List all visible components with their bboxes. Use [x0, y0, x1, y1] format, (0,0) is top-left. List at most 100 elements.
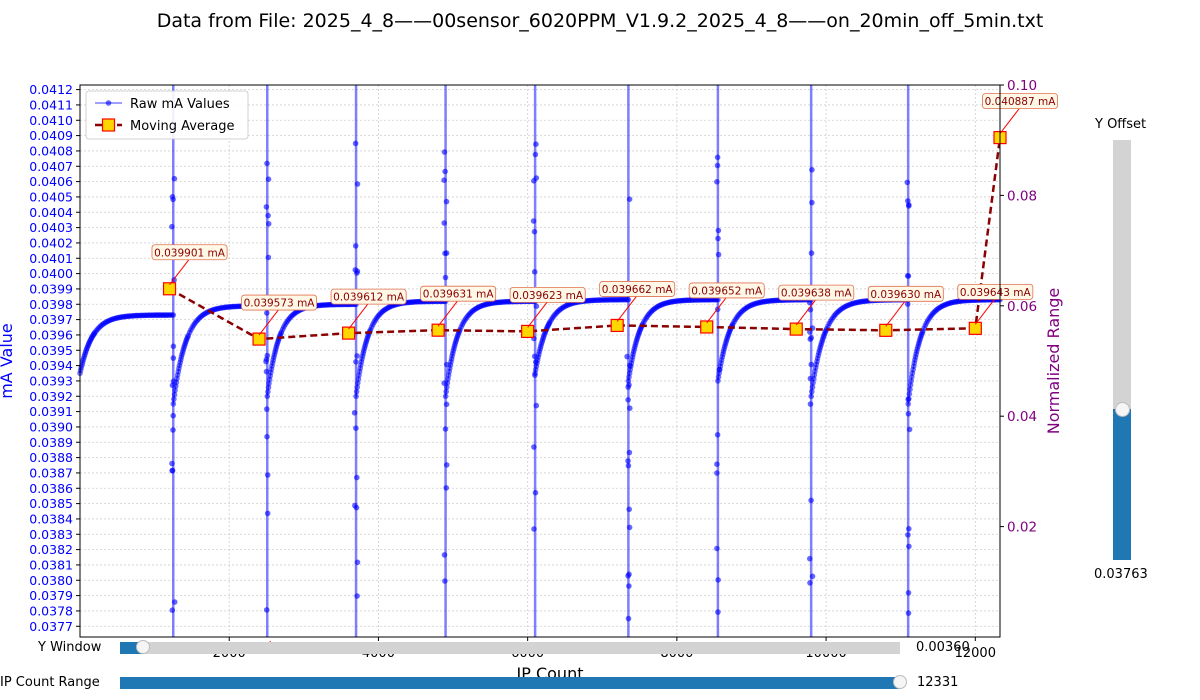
raw-outlier-point — [265, 176, 272, 182]
raw-series-line — [534, 299, 629, 374]
y-tick-label: 0.0409 — [29, 128, 73, 143]
raw-outlier-point — [352, 140, 359, 147]
raw-outlier-point — [264, 160, 270, 167]
raw-series-line — [717, 299, 812, 381]
annotation-arrow — [795, 298, 817, 326]
y-tick-label: 0.0408 — [29, 143, 73, 158]
raw-outlier-point — [169, 467, 176, 474]
annotation-box — [688, 282, 765, 299]
annotation-arrow — [437, 299, 459, 327]
raw-outlier-point — [624, 353, 630, 360]
y-window-slider-handle[interactable] — [136, 640, 151, 654]
y-window-label: Y Window — [38, 640, 102, 655]
raw-outlier-point — [532, 151, 539, 158]
annotation-label: 0.039631 mA — [423, 289, 495, 301]
raw-outlier-point — [353, 425, 359, 432]
annotation-arrow — [169, 258, 190, 286]
ip-count-range-slider-handle[interactable] — [893, 675, 907, 689]
raw-outlier-point — [442, 426, 449, 432]
y-offset-label: Y Offset — [1095, 117, 1147, 132]
raw-outlier-point — [809, 167, 815, 173]
y-tick-label: 0.0403 — [29, 220, 73, 235]
raw-outlier-point — [443, 462, 450, 468]
y-tick-label: 0.0382 — [29, 542, 73, 557]
y-tick-label: 0.0404 — [29, 205, 73, 220]
raw-outlier-point — [715, 251, 722, 258]
raw-outlier-point — [264, 510, 271, 517]
raw-outlier-point — [625, 397, 631, 403]
raw-outlier-point — [169, 223, 175, 230]
ip-count-range-slider[interactable] — [120, 675, 907, 689]
raw-outlier-point — [441, 149, 448, 155]
raw-outlier-point — [530, 218, 537, 224]
raw-outlier-point — [263, 368, 270, 375]
raw-outlier-point — [441, 177, 447, 183]
annotation-label: 0.040887 mA — [985, 96, 1057, 108]
annotation-label: 0.039623 mA — [512, 290, 584, 302]
raw-outlier-point — [905, 198, 911, 204]
raw-outlier-point — [264, 472, 271, 478]
raw-outlier-point — [714, 470, 720, 476]
raw-outlier-point — [905, 411, 912, 417]
raw-outlier-point — [807, 375, 814, 382]
raw-outlier-point — [354, 559, 361, 566]
raw-outlier-point — [714, 154, 721, 161]
ip-count-range-label: IP Count Range — [0, 675, 100, 690]
raw-outlier-point — [264, 352, 271, 359]
raw-outlier-point — [808, 361, 815, 368]
y-offset-slider-handle[interactable] — [1115, 401, 1130, 417]
raw-outlier-point — [442, 274, 449, 281]
annotation-arrow — [974, 298, 996, 325]
y-offset-slider-fill — [1113, 408, 1131, 560]
raw-outlier-point — [904, 179, 911, 186]
raw-outlier-point — [533, 303, 540, 310]
raw-outlier-point — [807, 336, 814, 343]
ip-count-range-value: 12331 — [917, 675, 959, 690]
moving-average-point — [431, 323, 445, 337]
raw-outlier-point — [442, 168, 448, 175]
raw-outlier-point — [715, 235, 721, 242]
raw-outlier-point — [531, 353, 538, 360]
raw-outlier-point — [265, 254, 272, 261]
chart-title: Data from File: 2025_4_8——00sensor_6020P… — [156, 10, 1044, 32]
y-tick-label: 0.0385 — [29, 496, 73, 511]
y-tick-label: 0.0387 — [29, 465, 73, 480]
raw-outlier-point — [625, 458, 631, 464]
raw-outlier-point — [531, 269, 538, 275]
raw-outlier-point — [264, 310, 270, 316]
raw-outlier-point — [627, 405, 633, 412]
y-window-slider[interactable] — [120, 640, 900, 654]
moving-average-point — [521, 324, 535, 339]
annotation-arrow — [348, 302, 369, 330]
raw-outlier-point — [627, 362, 633, 369]
y2-axis-label: Normalized Range — [1044, 288, 1063, 435]
y-tick-label: 0.0396 — [29, 327, 73, 342]
raw-series — [77, 85, 1003, 637]
raw-outlier-point — [626, 583, 632, 589]
y-tick-label: 0.0390 — [29, 419, 73, 434]
annotation-box — [330, 288, 407, 305]
raw-outlier-point — [716, 366, 723, 373]
y-tick-label: 0.0377 — [29, 619, 73, 634]
moving-average-point — [879, 323, 893, 337]
raw-outlier-point — [170, 196, 176, 203]
raw-outlier-point — [714, 179, 720, 185]
y-offset-slider[interactable] — [1113, 140, 1131, 560]
y-tick-label: 0.0411 — [29, 97, 73, 112]
raw-outlier-point — [905, 610, 912, 616]
legend-box — [85, 90, 249, 140]
raw-outlier-point — [353, 504, 360, 511]
y-tick-label: 0.0399 — [29, 281, 73, 296]
raw-outlier-point — [533, 402, 540, 409]
raw-outlier-point — [626, 571, 632, 577]
annotation-box — [778, 284, 855, 301]
raw-outlier-point — [169, 382, 176, 389]
raw-outlier-point — [531, 526, 537, 532]
annotation-arrow — [527, 301, 549, 328]
raw-series-line — [355, 300, 446, 397]
raw-outlier-point — [263, 204, 270, 210]
moving-average-point — [968, 321, 982, 335]
raw-outlier-point — [171, 175, 178, 182]
raw-outlier-point — [807, 580, 813, 586]
